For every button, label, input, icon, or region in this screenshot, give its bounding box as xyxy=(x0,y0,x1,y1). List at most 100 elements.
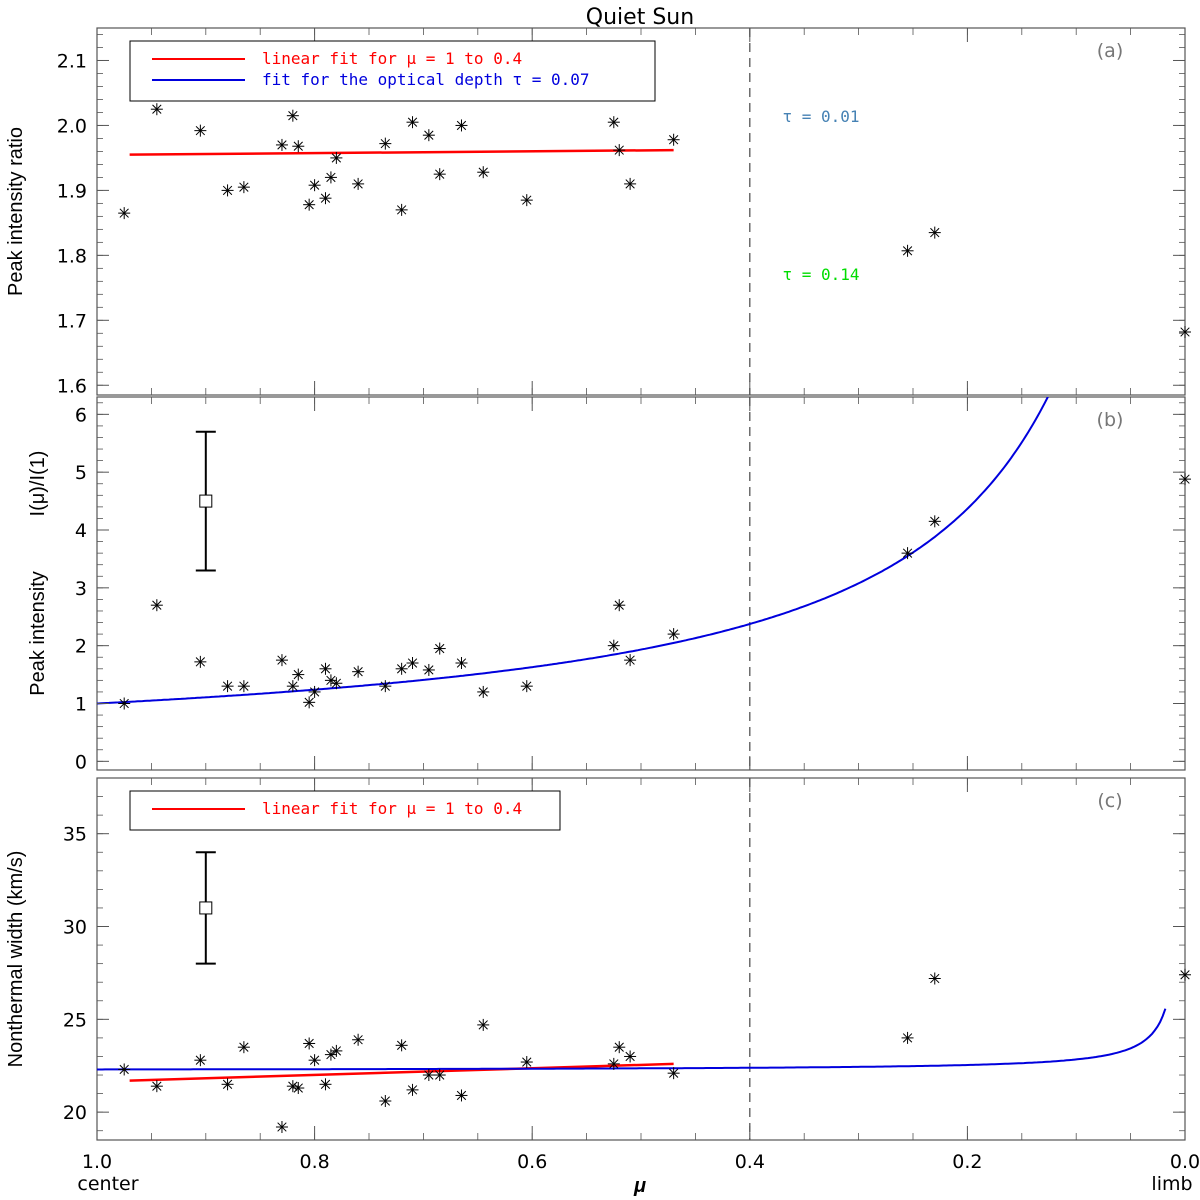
data-point-stroke xyxy=(668,629,679,639)
data-point-stroke xyxy=(239,1042,249,1052)
data-point xyxy=(324,674,337,687)
data-point xyxy=(292,1082,305,1095)
data-point xyxy=(275,138,288,151)
data-point xyxy=(928,226,941,239)
data-point xyxy=(607,116,620,129)
data-point-stroke xyxy=(902,1033,913,1043)
data-point-stroke xyxy=(435,169,445,179)
data-point xyxy=(150,103,163,116)
data-point-stroke xyxy=(152,600,162,610)
data-point-stroke xyxy=(152,1081,162,1091)
data-point xyxy=(308,179,321,192)
data-point xyxy=(379,1095,392,1108)
legend-entry: fit for the optical depth τ = 0.07 xyxy=(262,70,590,89)
data-point-stroke xyxy=(614,600,624,610)
data-point xyxy=(319,192,332,205)
data-points xyxy=(118,103,1191,1134)
data-point-stroke xyxy=(288,681,298,691)
data-point-stroke xyxy=(320,1079,331,1089)
data-point-stroke xyxy=(478,1020,488,1030)
legend-entry: linear fit for μ = 1 to 0.4 xyxy=(262,49,522,68)
data-point-stroke xyxy=(424,130,434,140)
data-point-stroke xyxy=(609,117,619,127)
data-point-stroke xyxy=(668,135,679,145)
axes: 1.6 1.7 1.8 1.9 2.0 2.1 (a) Peak intensity rati… xyxy=(5,28,1200,1173)
data-point-stroke xyxy=(353,667,363,677)
data-point xyxy=(455,119,468,132)
data-point-stroke xyxy=(380,138,390,149)
data-point xyxy=(352,177,365,190)
y-tick-label: 1.6 xyxy=(57,375,87,397)
data-point xyxy=(433,642,446,655)
data-point xyxy=(607,1057,620,1070)
data-point-stroke xyxy=(407,117,418,127)
y-tick-label: 1.7 xyxy=(57,310,87,332)
data-point xyxy=(901,547,914,560)
data-point-stroke xyxy=(353,179,363,189)
data-point-stroke xyxy=(152,104,162,114)
data-point-stroke xyxy=(304,697,314,708)
data-point xyxy=(901,1031,914,1044)
data-point xyxy=(613,599,626,612)
y-tick-label: 1.9 xyxy=(57,180,87,202)
data-point-stroke xyxy=(293,669,303,680)
data-point-stroke xyxy=(119,1064,129,1075)
data-point xyxy=(667,133,680,146)
data-point-stroke xyxy=(478,167,488,177)
data-point xyxy=(379,137,392,150)
data-point-stroke xyxy=(326,675,336,686)
data-point-stroke xyxy=(625,179,635,189)
y-tick-label: 2 xyxy=(75,636,87,658)
data-point-stroke xyxy=(407,1085,418,1095)
data-point-stroke xyxy=(239,681,249,691)
data-point-stroke xyxy=(304,200,314,210)
data-point-stroke xyxy=(288,111,298,121)
data-point xyxy=(308,1054,321,1067)
data-point xyxy=(667,628,680,641)
data-point xyxy=(330,1044,343,1057)
data-point-stroke xyxy=(614,1042,624,1052)
data-point-stroke xyxy=(625,655,635,665)
data-point-stroke xyxy=(456,1090,467,1101)
error-bar-marker xyxy=(199,494,213,508)
data-point-stroke xyxy=(331,153,342,163)
data-point xyxy=(520,1056,533,1069)
data-point xyxy=(286,109,299,122)
data-point-stroke xyxy=(222,681,233,691)
data-point xyxy=(406,657,419,670)
curve-label: τ = 0.01 xyxy=(782,107,859,126)
data-point xyxy=(613,144,626,157)
data-point-stroke xyxy=(396,1040,407,1050)
legend-box xyxy=(129,40,656,102)
data-point xyxy=(433,1069,446,1082)
panel-curves-0 xyxy=(129,28,751,395)
data-point-stroke xyxy=(222,1079,233,1089)
legends: linear fit for μ = 1 to 0.4 fit for the o… xyxy=(129,40,656,831)
data-point-stroke xyxy=(522,1057,532,1067)
x-tick-label: 0.0 xyxy=(1170,1151,1200,1173)
linear-fit-line xyxy=(129,148,674,156)
data-point-stroke xyxy=(320,664,331,674)
data-point-stroke xyxy=(478,687,488,697)
x-axis-title: μ xyxy=(633,1175,646,1197)
data-point xyxy=(286,680,299,693)
data-point-stroke xyxy=(930,227,940,238)
data-point-stroke xyxy=(380,681,390,691)
y-tick-label: 1.8 xyxy=(57,245,87,267)
y-tick-label: 20 xyxy=(63,1102,87,1124)
data-point xyxy=(237,680,250,693)
curve-label: τ = 0.14 xyxy=(782,265,859,284)
panel-letter: (a) xyxy=(1097,40,1123,62)
data-point-stroke xyxy=(407,658,418,668)
data-point xyxy=(455,657,468,670)
data-point-stroke xyxy=(195,657,206,667)
data-point-stroke xyxy=(1180,327,1190,337)
data-point xyxy=(613,1041,626,1054)
data-point xyxy=(422,129,435,142)
data-point-stroke xyxy=(222,185,233,196)
data-point xyxy=(928,515,941,528)
data-point-stroke xyxy=(522,681,532,691)
data-point xyxy=(928,972,941,985)
data-point xyxy=(308,685,321,698)
